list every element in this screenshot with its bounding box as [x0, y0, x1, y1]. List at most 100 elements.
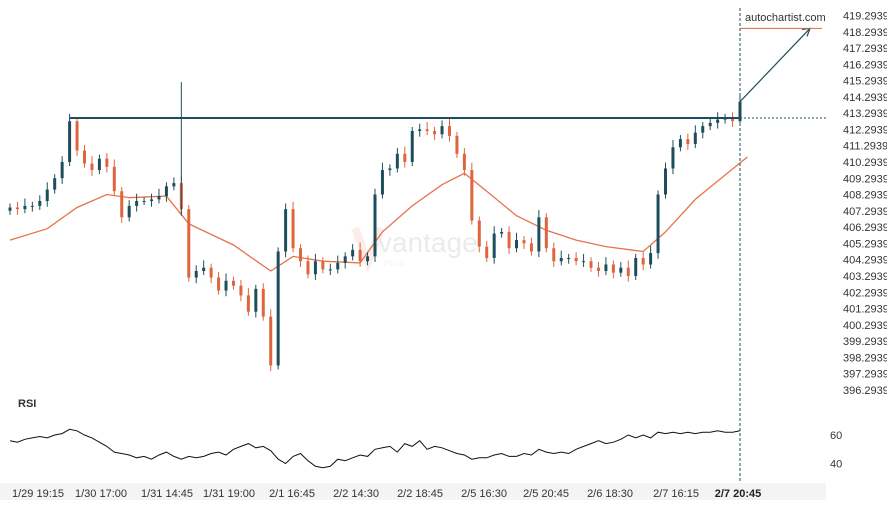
candle-body	[515, 240, 519, 249]
price-tick-label: 411.2939	[843, 141, 887, 153]
candle	[261, 283, 265, 321]
candle-body	[537, 217, 541, 252]
candle-body	[440, 126, 444, 135]
candle-body	[544, 217, 548, 249]
candle-body	[120, 191, 124, 218]
candle-body	[619, 267, 623, 273]
candle-body	[500, 231, 504, 234]
candle	[515, 232, 519, 253]
moving-average-line	[9, 156, 748, 272]
candle-body	[254, 288, 258, 312]
candle	[269, 309, 273, 372]
time-tick-label: 2/5 20:45	[523, 488, 569, 500]
candle-body	[529, 243, 533, 252]
candle-body	[291, 209, 295, 249]
candle	[313, 253, 317, 280]
candle	[611, 260, 615, 279]
time-axis: 1/29 19:15 1/30 17:00 1/31 14:45 1/31 19:00…	[12, 488, 761, 500]
candle	[604, 257, 608, 276]
candle	[224, 273, 228, 297]
candle	[582, 253, 586, 267]
candle-body	[410, 130, 414, 162]
candle-body	[284, 209, 288, 252]
price-tick-label: 409.2939	[843, 173, 887, 185]
candle	[693, 125, 697, 149]
candle	[343, 252, 347, 269]
rsi-axis: 60 40	[830, 430, 842, 470]
candle	[686, 133, 690, 150]
candle	[291, 201, 295, 253]
candle-body	[686, 139, 690, 145]
candle-body	[269, 316, 273, 366]
candle-body	[574, 257, 578, 262]
price-tick-label: 404.2939	[843, 255, 887, 267]
time-tick-label: 2/7 20:45	[715, 488, 761, 500]
candle-body	[395, 153, 399, 169]
candle	[127, 200, 131, 222]
candle	[447, 118, 451, 142]
candle	[8, 203, 12, 215]
x-axis-band	[0, 483, 826, 500]
price-tick-label: 403.2939	[843, 271, 887, 283]
candle-body	[15, 207, 19, 210]
candle-body	[358, 249, 362, 262]
price-tick-label: 396.2939	[843, 385, 887, 397]
candle	[164, 182, 168, 202]
candle	[634, 253, 638, 280]
candle	[678, 135, 682, 152]
candle-body	[664, 168, 668, 195]
candle-body	[135, 201, 139, 206]
candle	[589, 257, 593, 272]
candle	[522, 236, 526, 250]
candle-body	[425, 129, 429, 131]
candle-body	[112, 166, 116, 192]
candle	[380, 162, 384, 199]
candle	[671, 139, 675, 175]
candle-body	[641, 257, 645, 265]
candle-body	[373, 194, 377, 257]
candle	[403, 146, 407, 168]
candle-body	[455, 135, 459, 154]
candle	[716, 112, 720, 129]
price-tick-label: 413.2939	[843, 108, 887, 120]
candle-body	[433, 130, 437, 135]
candle	[544, 213, 548, 253]
candle	[649, 245, 653, 269]
candle-body	[53, 178, 57, 190]
candle	[410, 126, 414, 166]
price-tick-label: 401.2939	[843, 304, 887, 316]
candle	[202, 260, 206, 276]
candle-body	[306, 261, 310, 275]
candle	[596, 262, 600, 277]
candle	[217, 271, 221, 295]
time-tick-label: 1/31 14:45	[141, 488, 193, 500]
candle	[60, 156, 64, 184]
candle-body	[492, 233, 496, 258]
candle	[142, 196, 146, 206]
candle	[306, 255, 310, 279]
time-tick-label: 2/1 16:45	[269, 488, 315, 500]
candle	[619, 262, 623, 277]
candle-body	[299, 248, 303, 262]
candle-body	[343, 256, 347, 263]
candle-body	[589, 261, 593, 268]
candle-body	[693, 132, 697, 145]
candle	[105, 152, 109, 173]
price-axis: 419.2939 418.2939 417.2939 416.2939 415.2939…	[843, 10, 887, 396]
candle	[641, 252, 645, 271]
source-label[interactable]: autochartist.com	[745, 12, 826, 24]
candle-body	[559, 257, 563, 262]
candle	[209, 263, 213, 284]
rsi-tick-label: 60	[830, 430, 842, 442]
candle	[23, 198, 27, 214]
candle-body	[187, 209, 191, 278]
time-tick-label: 2/5 16:30	[461, 488, 507, 500]
candle-body	[239, 285, 243, 296]
candle-body	[224, 280, 228, 291]
candle-body	[462, 153, 466, 171]
candle-body	[313, 261, 317, 275]
candle-body	[366, 256, 370, 262]
candle-body	[611, 264, 615, 273]
candle-body	[567, 257, 571, 259]
forecast-arrow-line	[739, 28, 811, 103]
